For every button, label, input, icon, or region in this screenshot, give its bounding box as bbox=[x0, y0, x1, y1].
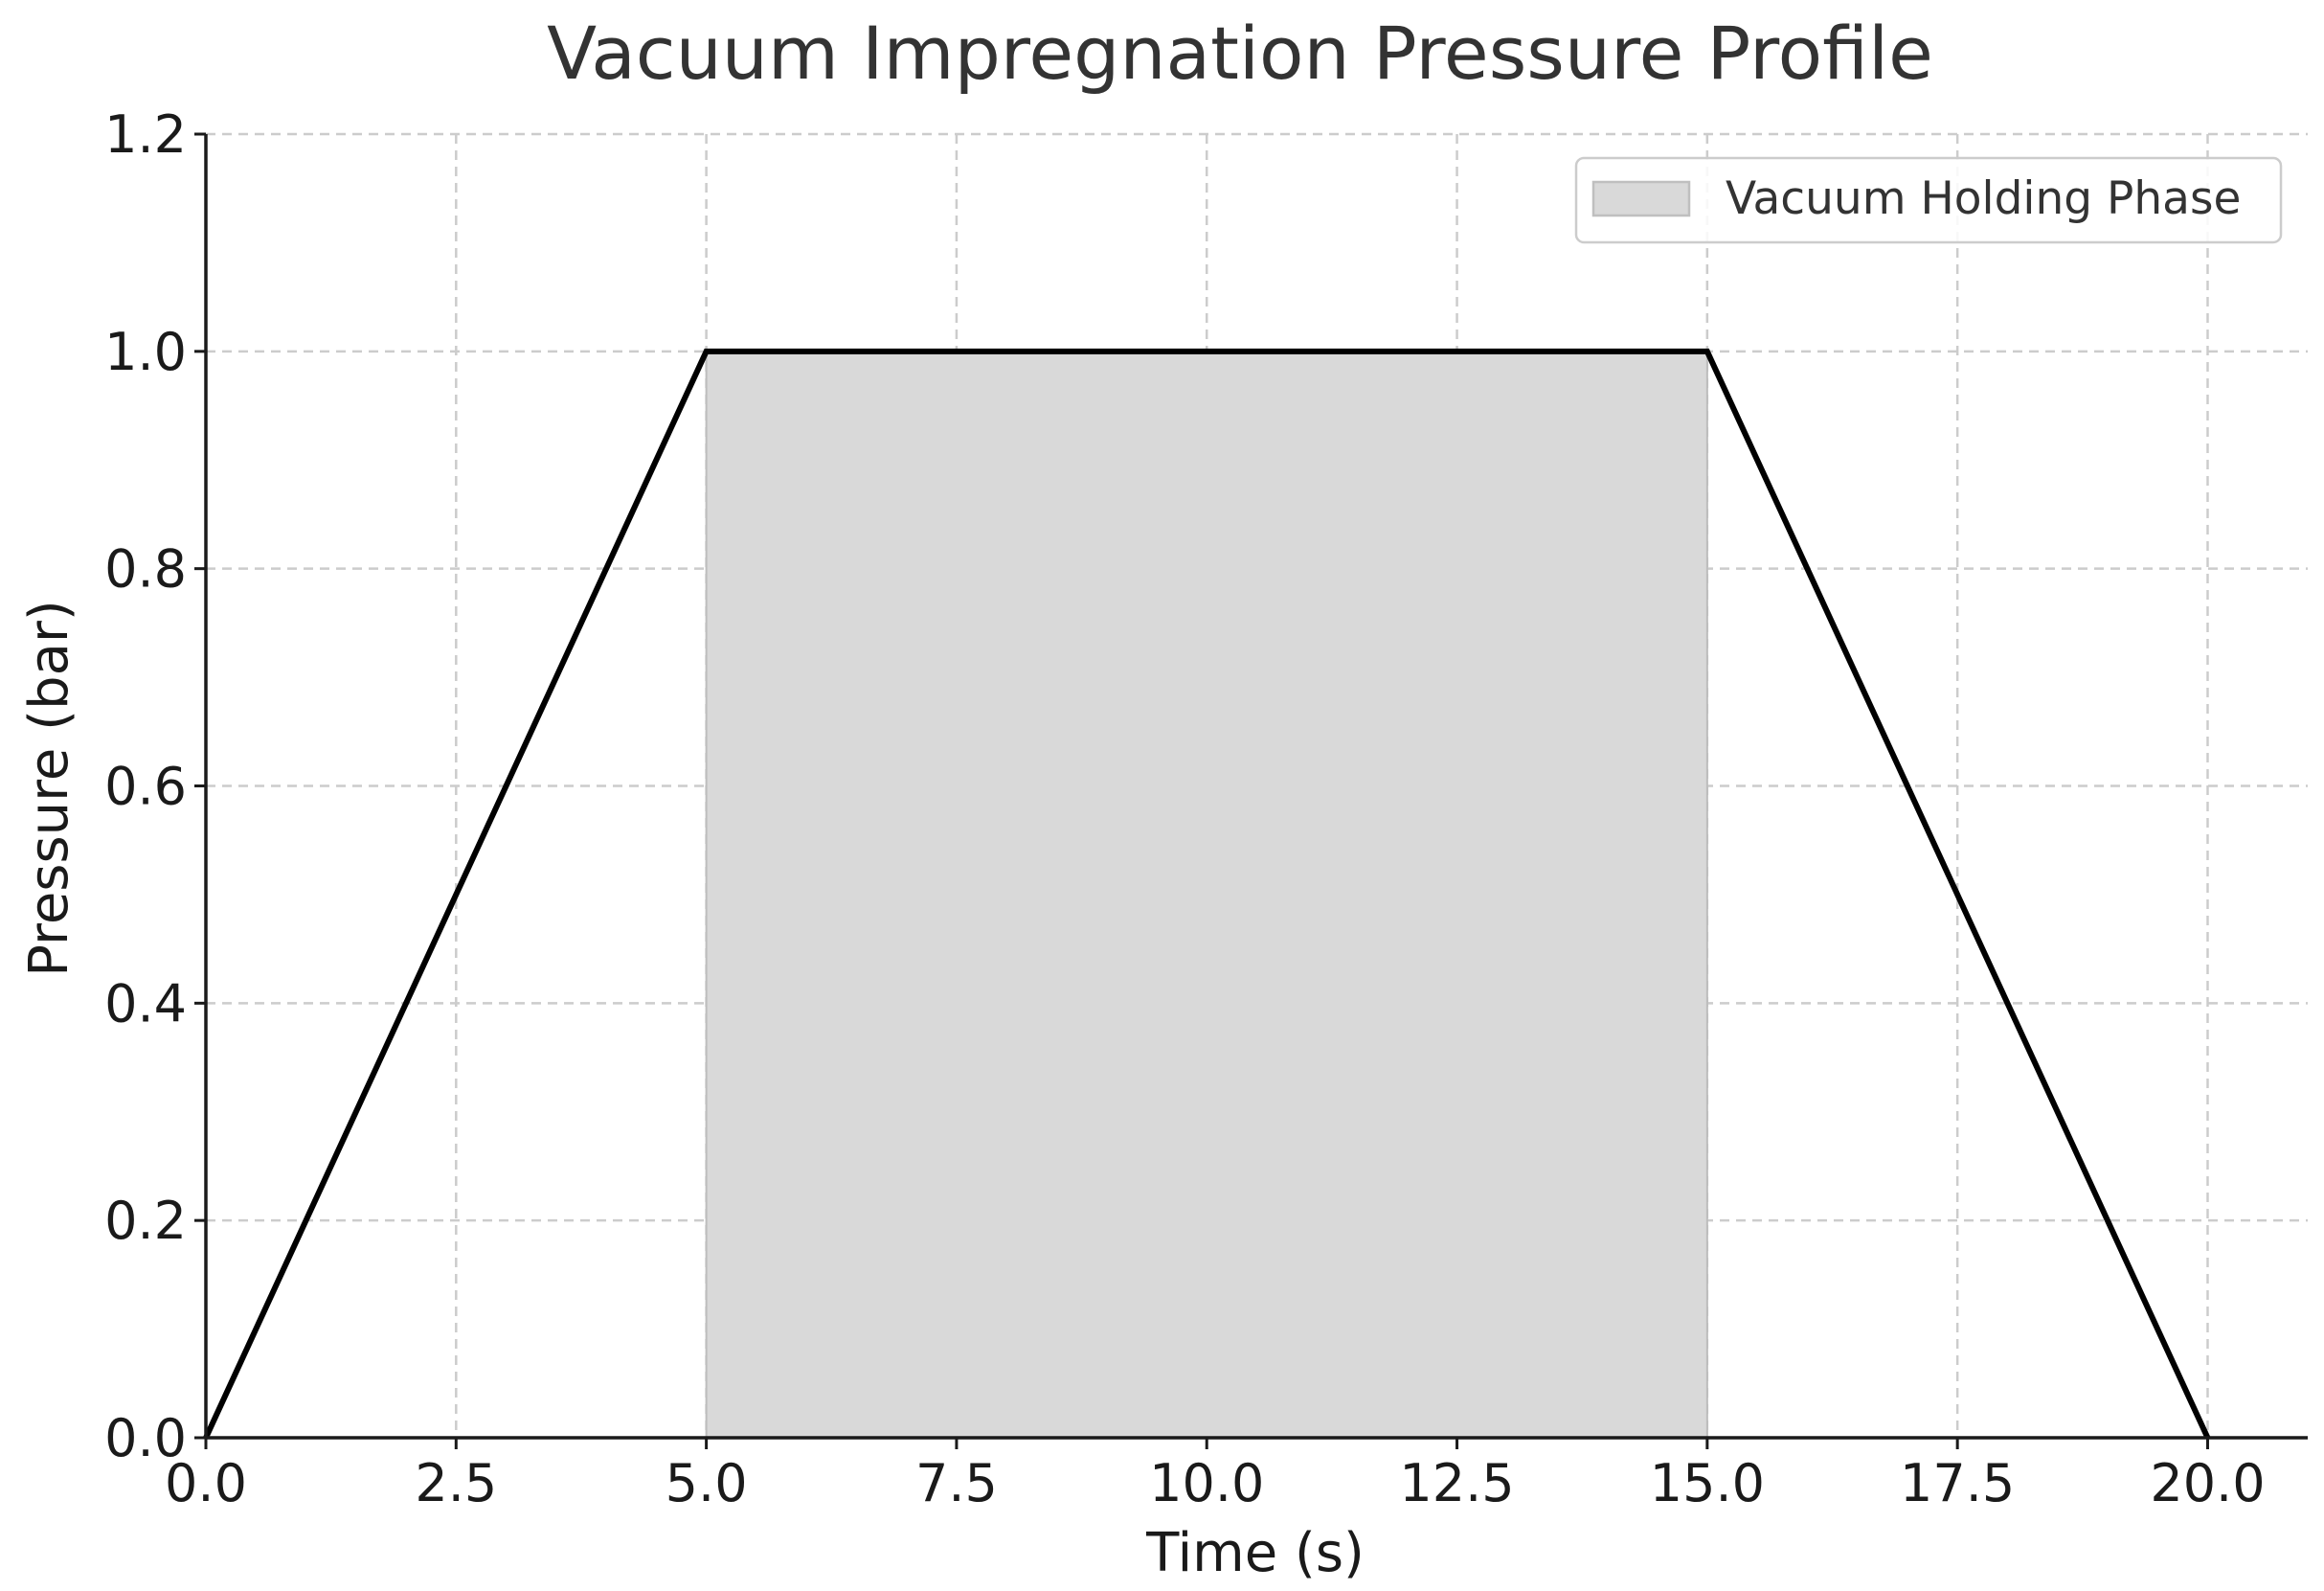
x-tick-label-4: 10.0 bbox=[1149, 1453, 1264, 1513]
y-tick-label-0: 0.0 bbox=[104, 1408, 187, 1468]
y-tick-label-2: 0.4 bbox=[104, 973, 187, 1034]
y-tick-label-5: 1.0 bbox=[104, 322, 187, 382]
y-tick-label-3: 0.6 bbox=[104, 757, 187, 817]
x-tick-label-6: 15.0 bbox=[1650, 1453, 1765, 1513]
x-tick-label-0: 0.0 bbox=[165, 1453, 247, 1513]
x-tick-label-2: 5.0 bbox=[666, 1453, 748, 1513]
y-tick-label-1: 0.2 bbox=[104, 1191, 187, 1251]
series-lines bbox=[203, 348, 2211, 1440]
y-axis-ticks: 0.0 0.2 0.4 0.6 0.8 1.0 1.2 bbox=[104, 104, 206, 1468]
pressure-series-line bbox=[203, 348, 2211, 1440]
x-tick-label-3: 7.5 bbox=[915, 1453, 998, 1513]
shaded-region-vacuum-holding-phase bbox=[705, 350, 1708, 1439]
legend-entry-vacuum-holding-phase: Vacuum Holding Phase bbox=[1726, 172, 2241, 225]
x-tick-label-5: 12.5 bbox=[1399, 1453, 1514, 1513]
x-tick-label-8: 20.0 bbox=[2150, 1453, 2265, 1513]
chart-title: Vacuum Impregnation Pressure Profile bbox=[547, 11, 1933, 96]
shaded-regions bbox=[705, 350, 1708, 1439]
y-axis-label: Pressure (bar) bbox=[18, 600, 80, 977]
x-tick-label-7: 17.5 bbox=[1900, 1453, 2015, 1513]
legend-swatch bbox=[1591, 180, 1691, 217]
x-tick-label-1: 2.5 bbox=[415, 1453, 497, 1513]
legend: Vacuum Holding Phase bbox=[1574, 156, 2283, 244]
y-tick-label-6: 1.2 bbox=[104, 104, 187, 165]
legend-frame bbox=[1574, 156, 2283, 244]
x-axis-ticks: 0.0 2.5 5.0 7.5 10.0 12.5 15.0 17.5 20.0 bbox=[165, 1438, 2266, 1513]
y-tick-label-4: 0.8 bbox=[104, 539, 187, 600]
x-axis-label: Time (s) bbox=[1145, 1522, 1365, 1584]
